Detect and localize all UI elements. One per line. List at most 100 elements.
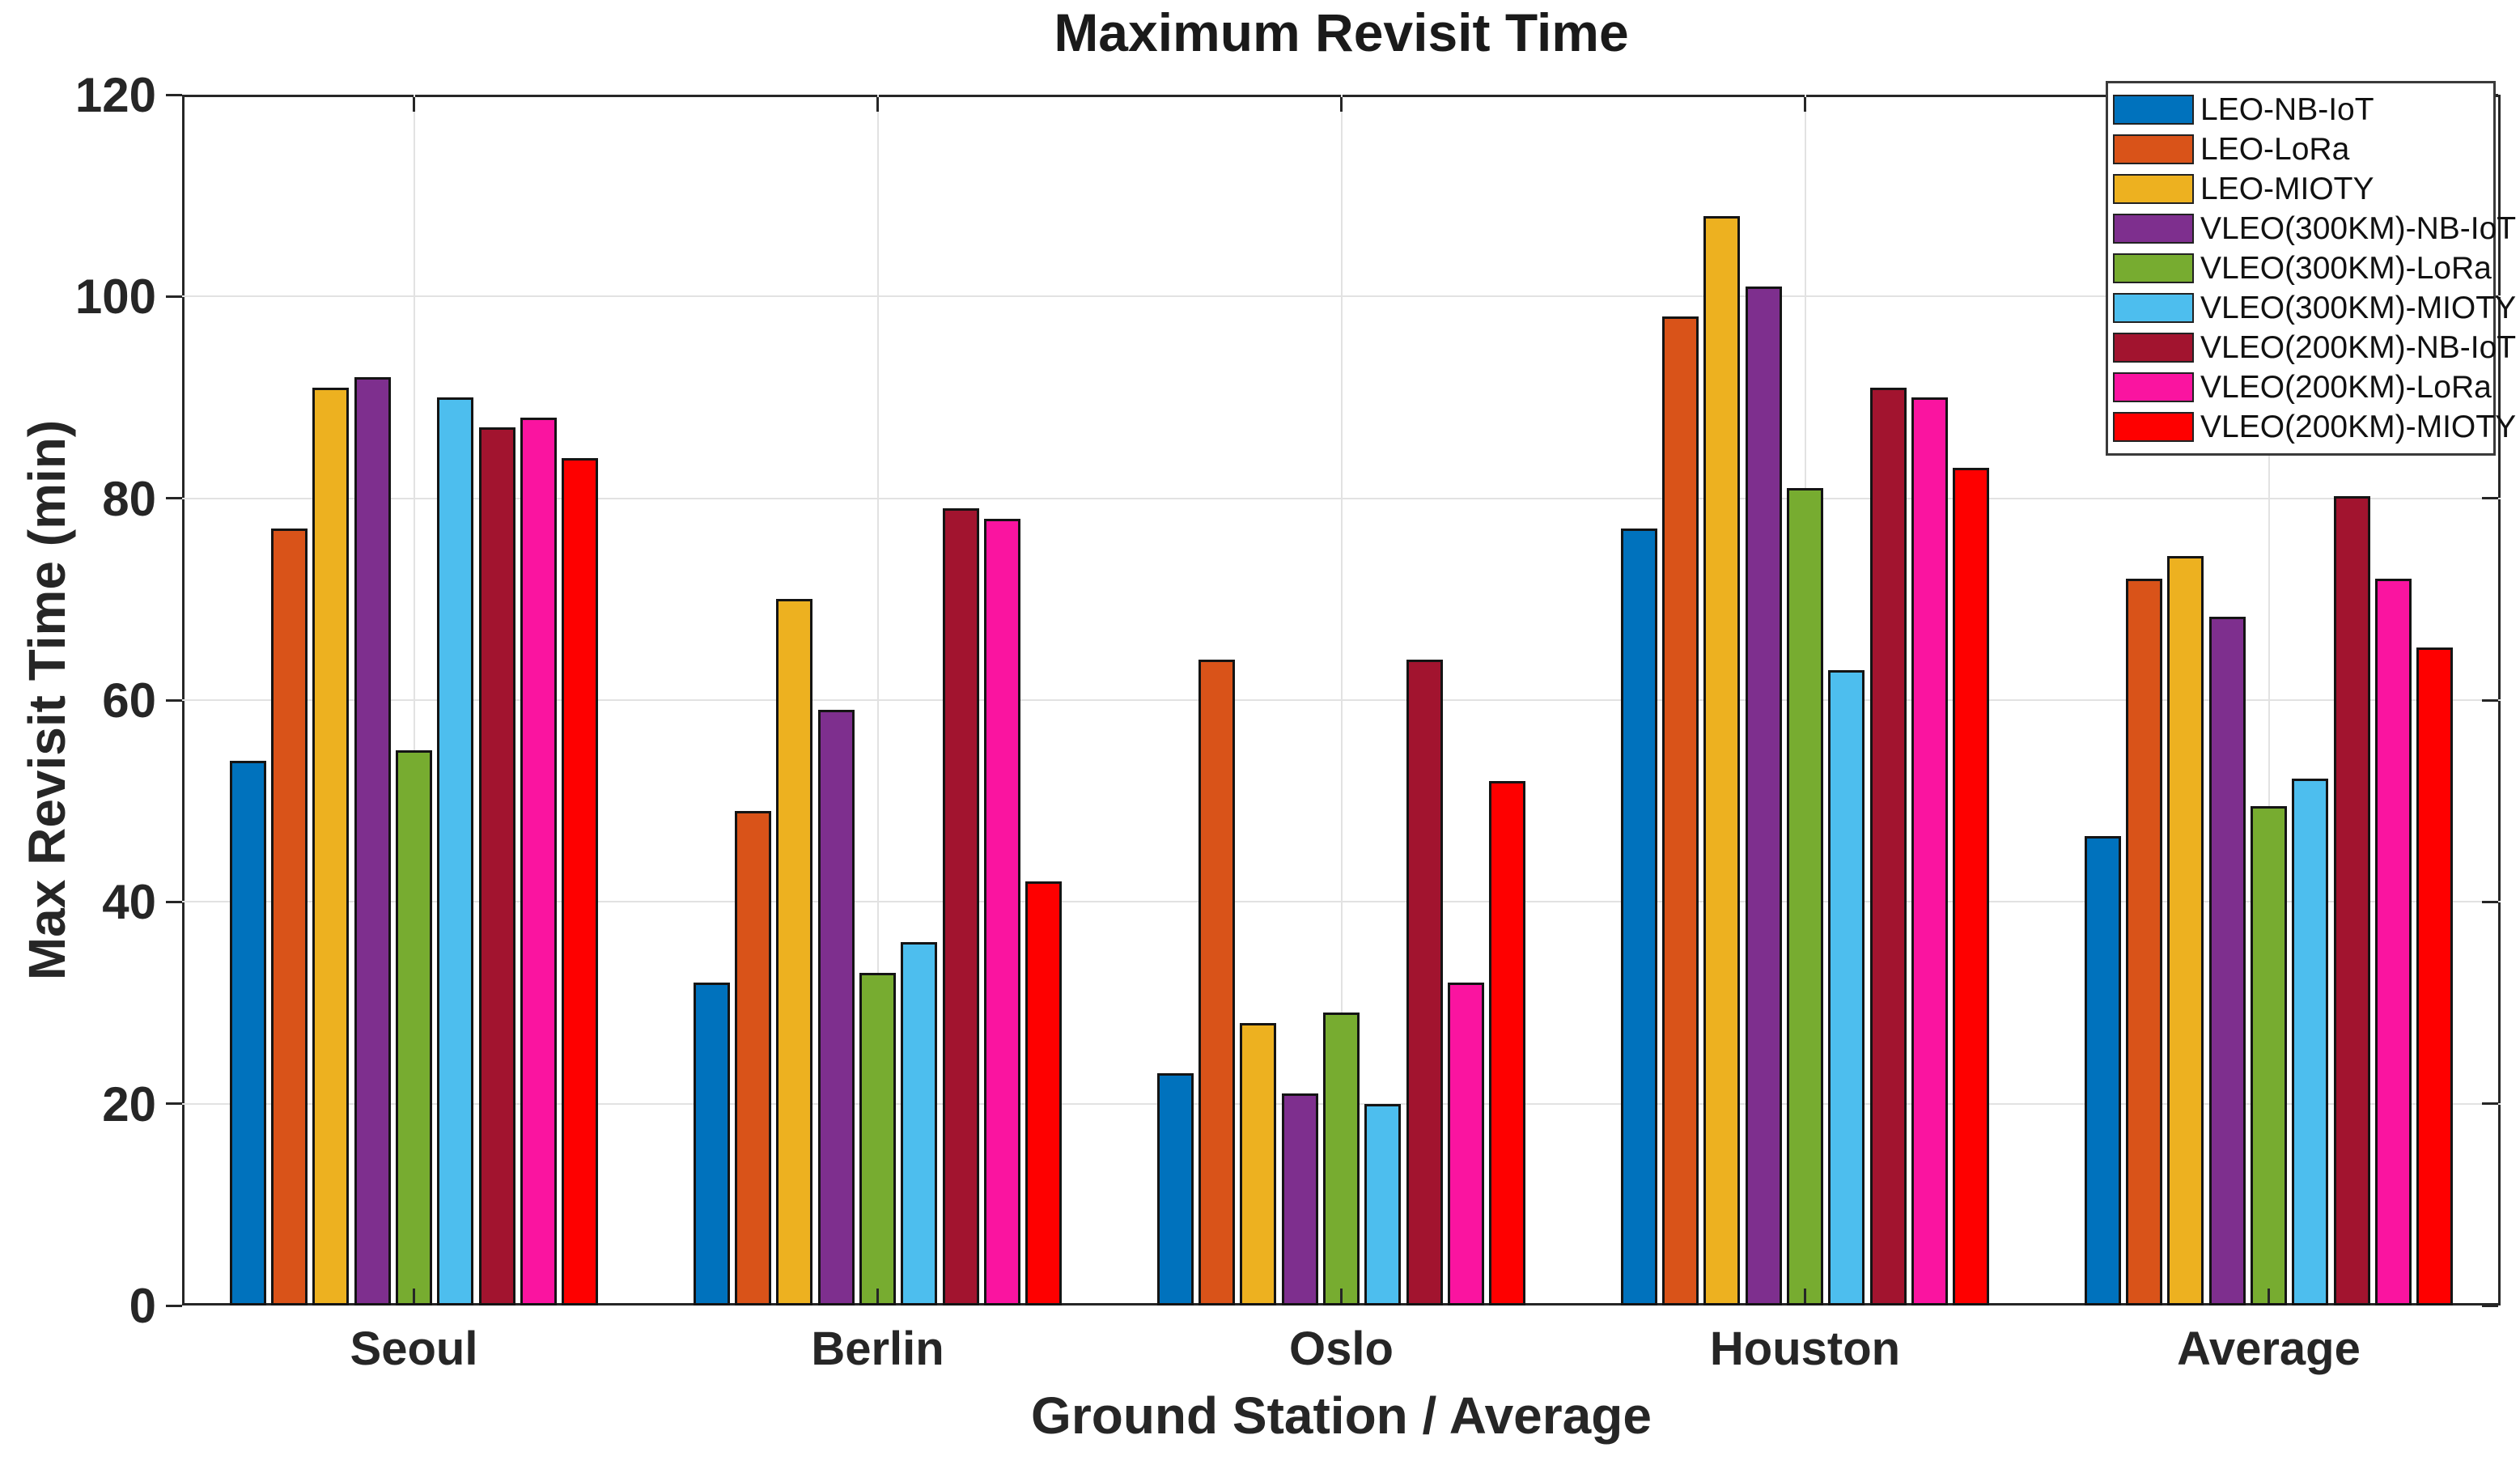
x-axis-label: Ground Station / Average [1031, 1386, 1652, 1445]
legend-swatch-icon [2113, 253, 2194, 283]
bar-Oslo-VLEO(200KM)-LoRa [1448, 983, 1484, 1306]
bar-Berlin-VLEO(300KM)-MIOTY [901, 942, 938, 1306]
y-tick [166, 1102, 182, 1106]
y-tick [166, 900, 182, 903]
x-tick-top [1340, 97, 1343, 112]
bar-Houston-VLEO(300KM)-NB-IoT [1745, 286, 1782, 1306]
y-tick-right [2482, 1304, 2498, 1307]
legend-swatch-icon [2113, 95, 2194, 125]
legend-swatch-icon [2113, 214, 2194, 244]
bar-Houston-VLEO(200KM)-NB-IoT [1869, 387, 1907, 1306]
bar-Seoul-VLEO(200KM)-LoRa [520, 417, 557, 1306]
legend-row: VLEO(200KM)-MIOTY [2113, 407, 2516, 447]
legend-row: LEO-LoRa [2113, 129, 2493, 169]
y-tick [166, 1304, 182, 1307]
bar-Average-LEO-LoRa [2126, 579, 2162, 1306]
legend-swatch-icon [2113, 372, 2194, 402]
bar-Berlin-VLEO(200KM)-LoRa [984, 518, 1020, 1306]
y-tick-right [2482, 497, 2498, 500]
bar-Houston-VLEO(300KM)-LoRa [1787, 488, 1823, 1306]
bar-Oslo-VLEO(300KM)-LoRa [1323, 1013, 1360, 1306]
y-tick-right [2482, 1102, 2498, 1106]
legend-label: LEO-LoRa [2200, 132, 2350, 167]
legend-label: VLEO(300KM)-MIOTY [2200, 291, 2517, 325]
legend-label: VLEO(300KM)-LoRa [2200, 251, 2492, 286]
x-tick-top [413, 97, 415, 112]
x-category-label: Berlin [811, 1323, 944, 1375]
legend-row: VLEO(300KM)-MIOTY [2113, 288, 2516, 328]
y-tick-label: 80 [102, 471, 156, 526]
legend-swatch-icon [2113, 333, 2194, 363]
bar-Average-VLEO(300KM)-NB-IoT [2208, 617, 2246, 1306]
x-category-label: Houston [1709, 1323, 1901, 1375]
bar-Berlin-LEO-NB-IoT [693, 983, 730, 1306]
x-tick-top [876, 97, 879, 112]
x-tick-top [1804, 97, 1806, 112]
bar-Average-VLEO(200KM)-NB-IoT [2333, 495, 2370, 1306]
bar-Berlin-VLEO(200KM)-NB-IoT [942, 508, 979, 1306]
bar-Seoul-VLEO(200KM)-NB-IoT [478, 427, 515, 1306]
y-tick-label: 40 [102, 875, 156, 930]
bar-Berlin-VLEO(300KM)-NB-IoT [817, 710, 855, 1306]
x-gridline [876, 95, 879, 1306]
x-category-label: Seoul [350, 1323, 478, 1375]
bar-Seoul-VLEO(200KM)-MIOTY [562, 457, 599, 1306]
bar-Houston-VLEO(200KM)-LoRa [1911, 397, 1948, 1306]
legend-label: VLEO(300KM)-NB-IoT [2200, 211, 2517, 246]
y-tick-right [2482, 900, 2498, 903]
bar-Houston-LEO-LoRa [1662, 316, 1699, 1306]
bar-Houston-VLEO(200KM)-MIOTY [1953, 468, 1990, 1306]
bar-Average-VLEO(200KM)-MIOTY [2416, 647, 2454, 1306]
legend: LEO-NB-IoT LEO-LoRa LEO-MIOTY VLEO(300KM)-N… [2106, 81, 2516, 456]
y-tick [166, 295, 182, 298]
legend-row: VLEO(300KM)-NB-IoT [2113, 209, 2516, 248]
bar-Oslo-VLEO(200KM)-MIOTY [1489, 780, 1526, 1306]
bar-Seoul-LEO-MIOTY [312, 387, 350, 1306]
bar-Oslo-LEO-NB-IoT [1156, 1073, 1194, 1306]
x-category-label: Average [2177, 1323, 2361, 1375]
bar-Houston-LEO-NB-IoT [1620, 529, 1657, 1306]
bar-Oslo-LEO-MIOTY [1240, 1022, 1277, 1306]
legend-swatch-icon [2113, 174, 2194, 204]
x-tick [413, 1289, 415, 1303]
bar-Oslo-VLEO(300KM)-MIOTY [1364, 1103, 1402, 1306]
bar-Seoul-VLEO(300KM)-LoRa [396, 750, 432, 1306]
bar-Seoul-LEO-LoRa [271, 529, 308, 1306]
bar-Oslo-LEO-LoRa [1198, 660, 1235, 1306]
y-tick-label: 120 [74, 68, 156, 122]
x-tick [2268, 1289, 2270, 1303]
legend-row: VLEO(300KM)-LoRa [2113, 248, 2493, 288]
x-tick [876, 1289, 879, 1303]
legend-swatch-icon [2113, 293, 2194, 323]
y-tick [166, 497, 182, 500]
legend-label: VLEO(200KM)-LoRa [2200, 370, 2492, 405]
legend-row: LEO-NB-IoT [2113, 90, 2493, 129]
legend-label: LEO-MIOTY [2200, 172, 2374, 206]
bar-Houston-LEO-MIOTY [1703, 215, 1741, 1306]
x-gridline [1340, 95, 1343, 1306]
legend-label: VLEO(200KM)-MIOTY [2200, 410, 2517, 444]
legend-label: LEO-NB-IoT [2200, 92, 2374, 127]
y-tick-label: 100 [74, 270, 156, 325]
x-tick [1340, 1289, 1343, 1303]
bar-Berlin-LEO-MIOTY [776, 599, 813, 1306]
bar-Average-VLEO(300KM)-LoRa [2251, 805, 2287, 1306]
legend-label: VLEO(200KM)-NB-IoT [2200, 330, 2517, 365]
bar-Houston-VLEO(300KM)-MIOTY [1828, 669, 1865, 1306]
bar-Berlin-VLEO(300KM)-LoRa [859, 972, 896, 1306]
legend-row: LEO-MIOTY [2113, 169, 2493, 209]
bar-Average-LEO-NB-IoT [2084, 836, 2121, 1306]
legend-row: VLEO(200KM)-LoRa [2113, 367, 2493, 407]
y-tick-label: 60 [102, 673, 156, 728]
y-tick [166, 698, 182, 702]
legend-row: VLEO(200KM)-NB-IoT [2113, 328, 2516, 367]
bar-Oslo-VLEO(300KM)-NB-IoT [1281, 1093, 1318, 1306]
x-gridline [413, 95, 415, 1306]
x-tick [1804, 1289, 1806, 1303]
bar-Berlin-VLEO(200KM)-MIOTY [1025, 881, 1063, 1306]
x-gridline [2268, 95, 2270, 1306]
bar-Seoul-VLEO(300KM)-NB-IoT [354, 377, 391, 1306]
bar-Berlin-LEO-LoRa [735, 811, 771, 1306]
x-category-label: Oslo [1289, 1323, 1394, 1375]
